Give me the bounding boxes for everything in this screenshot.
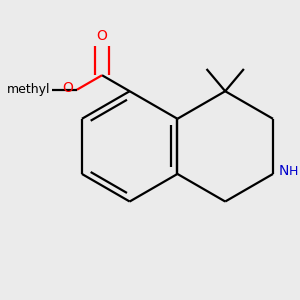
Text: methyl: methyl <box>7 83 51 96</box>
Text: H: H <box>289 164 298 178</box>
Text: N: N <box>279 164 289 178</box>
Text: O: O <box>62 81 73 95</box>
Text: O: O <box>97 28 107 43</box>
